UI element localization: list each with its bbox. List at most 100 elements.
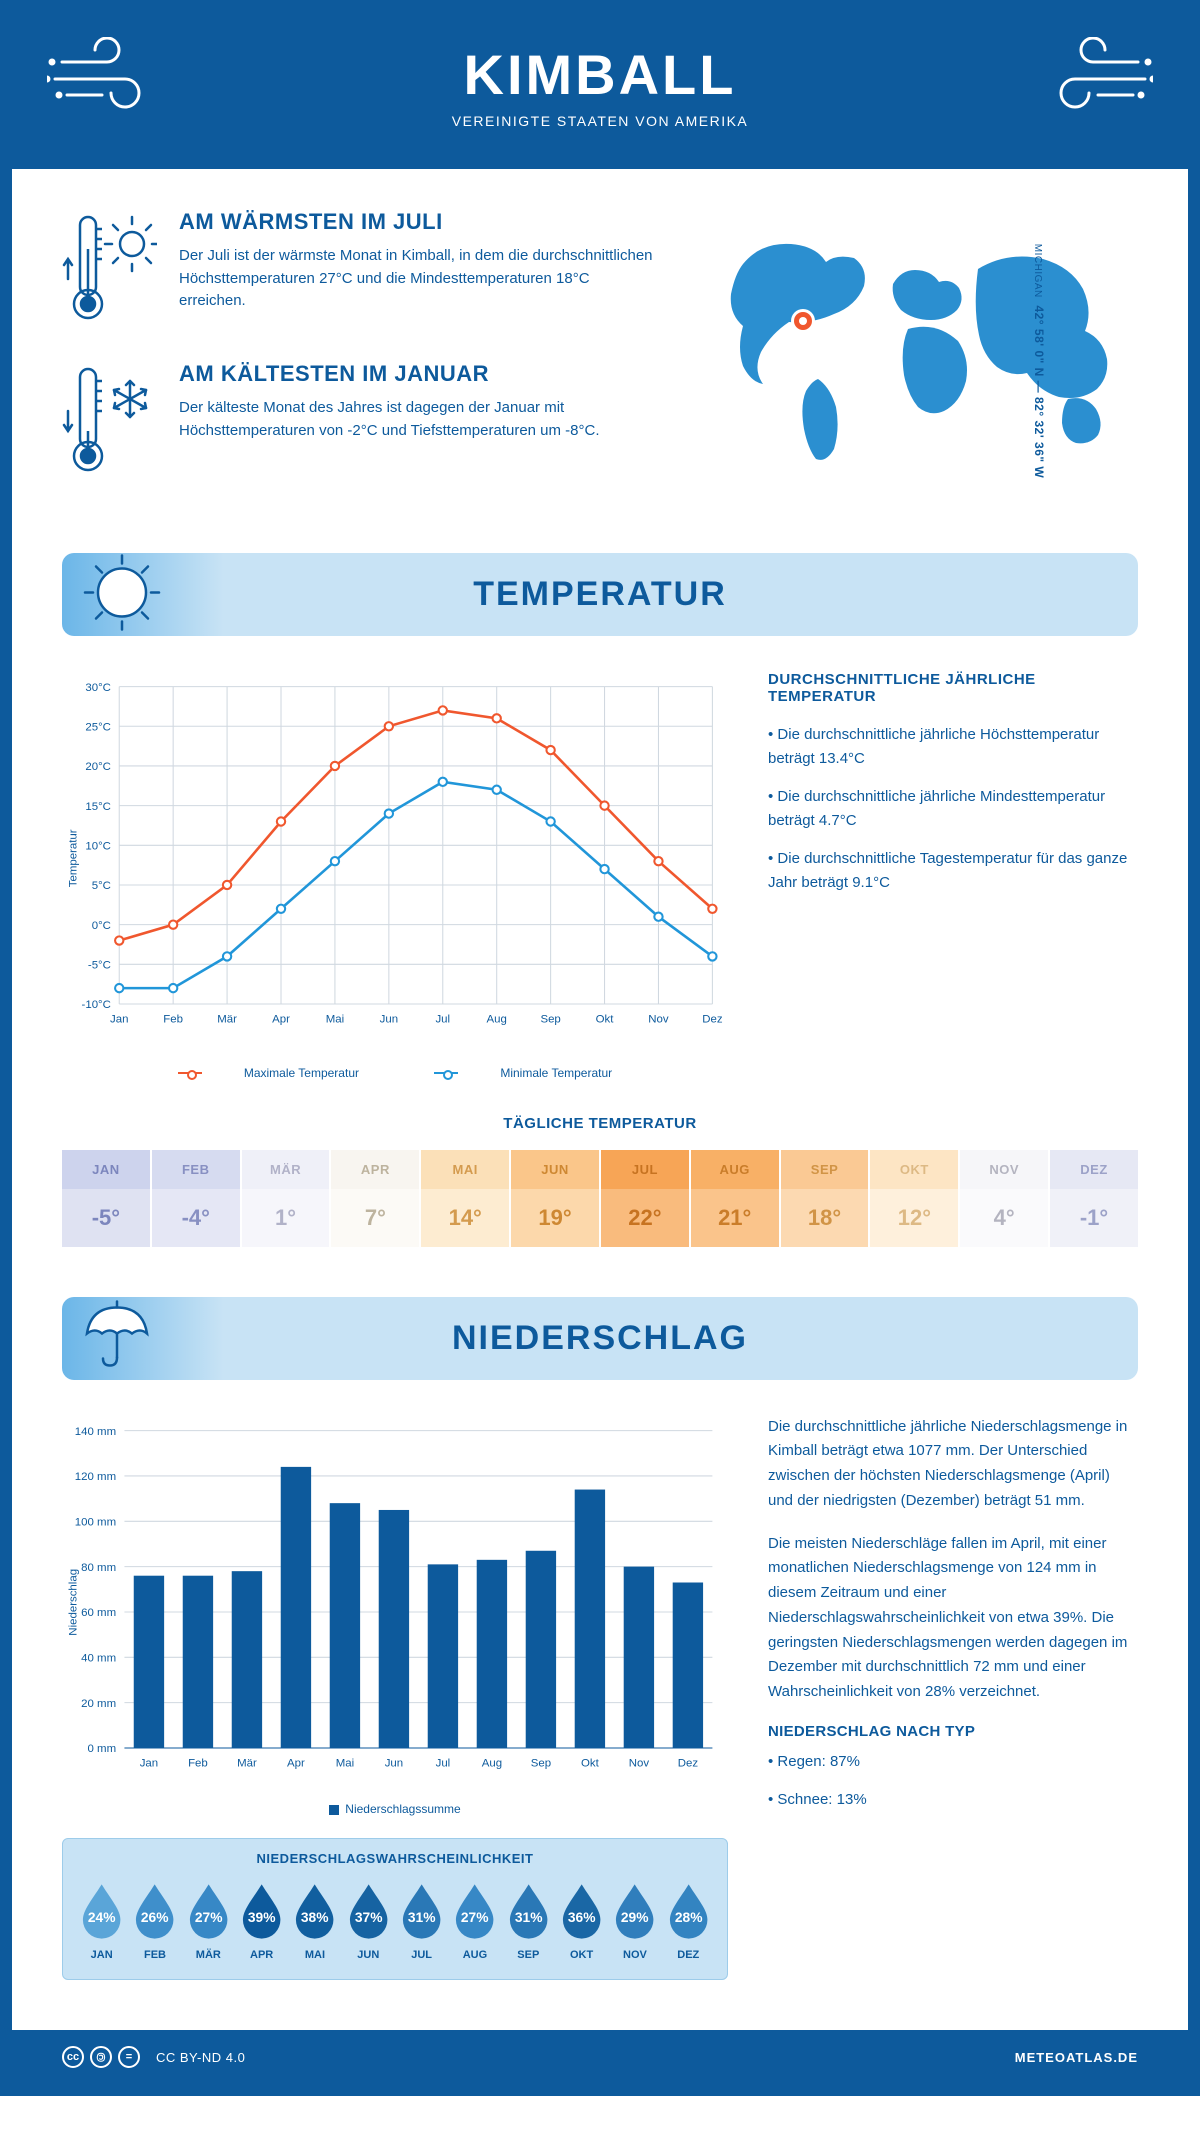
temperature-line-chart: -10°C-5°C0°C5°C10°C15°C20°C25°C30°CJanFe…: [62, 671, 728, 1046]
svg-text:-10°C: -10°C: [82, 999, 111, 1011]
probability-drop: 31%SEP: [504, 1880, 553, 1961]
svg-text:5°C: 5°C: [92, 880, 111, 892]
svg-text:25°C: 25°C: [85, 721, 111, 733]
infographic-page: KIMBALL VEREINIGTE STAATEN VON AMERIKA A…: [0, 0, 1200, 2096]
precipitation-banner: NIEDERSCHLAG: [62, 1297, 1138, 1380]
svg-text:Mär: Mär: [237, 1757, 257, 1769]
probability-drop: 36% OKT: [557, 1880, 606, 1961]
svg-text:Sep: Sep: [531, 1757, 551, 1769]
fact-warm-text: Der Juli ist der wärmste Monat in Kimbal…: [179, 245, 658, 313]
daily-temp-grid: JAN-5°FEB-4°MÄR1°APR7°MAI14°JUN19°JUL22°…: [62, 1150, 1138, 1247]
svg-text:Feb: Feb: [163, 1014, 183, 1026]
daily-temp-heading: TÄGLICHE TEMPERATUR: [62, 1115, 1138, 1132]
probability-heading: NIEDERSCHLAGSWAHRSCHEINLICHKEIT: [77, 1851, 713, 1866]
daily-cell: DEZ-1°: [1048, 1150, 1138, 1247]
svg-text:38%: 38%: [301, 1909, 329, 1925]
probability-month-label: MÄR: [184, 1949, 233, 1961]
daily-cell: JUN19°: [509, 1150, 599, 1247]
probability-drop: 38% MAI: [290, 1880, 339, 1961]
svg-text:Jan: Jan: [110, 1014, 128, 1026]
daily-month-label: AUG: [691, 1150, 779, 1189]
daily-cell: APR7°: [329, 1150, 419, 1247]
svg-text:Nov: Nov: [648, 1014, 669, 1026]
sun-icon: [77, 547, 167, 642]
daily-temp-value: 7°: [331, 1189, 419, 1247]
daily-temp-value: -4°: [152, 1189, 240, 1247]
probability-month-label: JUN: [344, 1949, 393, 1961]
svg-text:0°C: 0°C: [92, 920, 111, 932]
daily-month-label: MAI: [421, 1150, 509, 1189]
fact-cold-text: Der kälteste Monat des Jahres ist dagege…: [179, 397, 658, 442]
svg-text:Jul: Jul: [436, 1757, 451, 1769]
svg-text:Apr: Apr: [287, 1757, 305, 1769]
svg-text:Okt: Okt: [596, 1014, 615, 1026]
precipitation-bar-chart: 0 mm20 mm40 mm60 mm80 mm100 mm120 mm140 …: [62, 1415, 728, 1790]
svg-text:30°C: 30°C: [85, 682, 111, 694]
svg-text:37%: 37%: [354, 1909, 382, 1925]
svg-text:29%: 29%: [621, 1909, 649, 1925]
svg-text:40 mm: 40 mm: [81, 1652, 116, 1664]
license-badge: cc🄯= CC BY-ND 4.0: [62, 2046, 245, 2068]
svg-text:Sep: Sep: [540, 1014, 560, 1026]
svg-text:Jan: Jan: [140, 1757, 158, 1769]
probability-month-label: NOV: [610, 1949, 659, 1961]
daily-month-label: OKT: [870, 1150, 958, 1189]
daily-month-label: DEZ: [1050, 1150, 1138, 1189]
probability-month-label: MAI: [290, 1949, 339, 1961]
svg-text:120 mm: 120 mm: [75, 1471, 116, 1483]
daily-temp-value: 12°: [870, 1189, 958, 1247]
temp-chart-legend: Maximale Temperatur Minimale Temperatur: [62, 1063, 728, 1080]
fact-cold-title: AM KÄLTESTEN IM JANUAR: [179, 361, 658, 387]
daily-temp-value: 14°: [421, 1189, 509, 1247]
probability-drop: 29% NOV: [610, 1880, 659, 1961]
daily-cell: MAI14°: [419, 1150, 509, 1247]
svg-text:36%: 36%: [568, 1909, 596, 1925]
daily-month-label: MÄR: [242, 1150, 330, 1189]
daily-month-label: SEP: [781, 1150, 869, 1189]
svg-text:Jun: Jun: [380, 1014, 398, 1026]
daily-temp-value: 22°: [601, 1189, 689, 1247]
daily-month-label: NOV: [960, 1150, 1048, 1189]
svg-text:27%: 27%: [195, 1909, 223, 1925]
daily-month-label: JUN: [511, 1150, 599, 1189]
probability-month-label: OKT: [557, 1949, 606, 1961]
svg-text:27%: 27%: [461, 1909, 489, 1925]
probability-drop: 28%DEZ: [664, 1880, 713, 1961]
daily-temp-value: 19°: [511, 1189, 599, 1247]
svg-text:10°C: 10°C: [85, 840, 111, 852]
svg-text:Dez: Dez: [702, 1014, 723, 1026]
svg-text:15°C: 15°C: [85, 801, 111, 813]
daily-cell: JUL22°: [599, 1150, 689, 1247]
svg-text:26%: 26%: [141, 1909, 169, 1925]
daily-cell: FEB-4°: [150, 1150, 240, 1247]
daily-cell: NOV4°: [958, 1150, 1048, 1247]
svg-text:Niederschlag: Niederschlag: [68, 1569, 80, 1636]
svg-text:Feb: Feb: [188, 1757, 208, 1769]
daily-month-label: APR: [331, 1150, 419, 1189]
svg-text:Dez: Dez: [678, 1757, 699, 1769]
temp-info-heading: DURCHSCHNITTLICHE JÄHRLICHE TEMPERATUR: [768, 671, 1138, 705]
temp-info: DURCHSCHNITTLICHE JÄHRLICHE TEMPERATUR •…: [768, 671, 1138, 1080]
svg-text:Aug: Aug: [482, 1757, 502, 1769]
probability-month-label: AUG: [450, 1949, 499, 1961]
precip-para-2: Die meisten Niederschläge fallen im Apri…: [768, 1532, 1138, 1705]
temperature-heading: TEMPERATUR: [92, 575, 1108, 614]
thermometer-snow-icon: [62, 361, 157, 481]
precip-type-heading: NIEDERSCHLAG NACH TYP: [768, 1723, 1138, 1740]
daily-cell: MÄR1°: [240, 1150, 330, 1247]
probability-drop: 26%FEB: [130, 1880, 179, 1961]
wind-icon: [47, 37, 167, 122]
probability-month-label: DEZ: [664, 1949, 713, 1961]
daily-temp-value: 18°: [781, 1189, 869, 1247]
probability-drop: 27% AUG: [450, 1880, 499, 1961]
svg-text:Temperatur: Temperatur: [68, 829, 80, 887]
svg-text:Mär: Mär: [217, 1014, 237, 1026]
probability-month-label: JUL: [397, 1949, 446, 1961]
probability-month-label: JAN: [77, 1949, 126, 1961]
footer: cc🄯= CC BY-ND 4.0 METEOATLAS.DE: [12, 2030, 1188, 2084]
svg-text:0 mm: 0 mm: [88, 1743, 117, 1755]
fact-warmest: AM WÄRMSTEN IM JULI Der Juli ist der wär…: [62, 209, 658, 329]
svg-text:80 mm: 80 mm: [81, 1561, 116, 1573]
daily-cell: JAN-5°: [62, 1150, 150, 1247]
wind-icon: [1033, 37, 1153, 122]
